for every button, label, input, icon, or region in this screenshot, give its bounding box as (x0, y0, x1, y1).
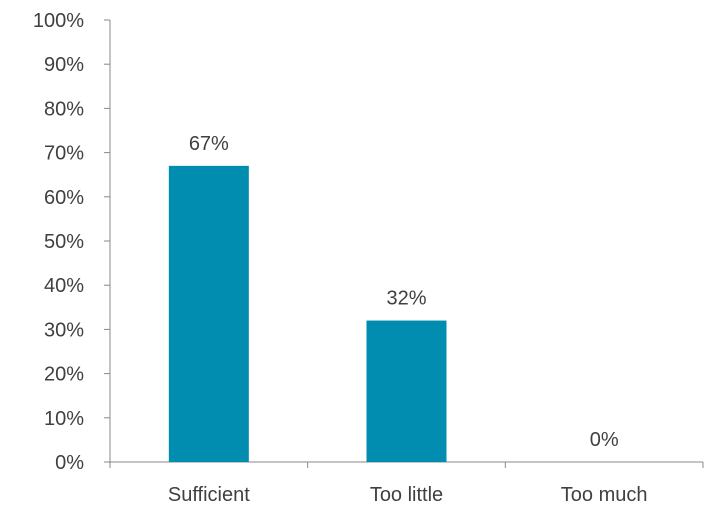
y-tick-label: 70% (44, 143, 84, 165)
y-tick-label: 60% (44, 187, 84, 209)
x-category-label: Too much (561, 484, 648, 506)
data-label: 0% (590, 429, 619, 451)
bar-too-little (366, 320, 447, 462)
y-tick-label: 10% (44, 408, 84, 430)
bars (168, 165, 447, 463)
bar-sufficient (168, 165, 249, 463)
y-tick-label: 90% (44, 54, 84, 76)
y-tick-label: 50% (44, 231, 84, 253)
x-category-label: Too little (370, 484, 443, 506)
y-tick-label: 40% (44, 275, 84, 297)
data-labels: 67% 32% 0% (189, 133, 619, 451)
y-tick-label: 30% (44, 319, 84, 341)
x-category-label: Sufficient (168, 484, 250, 506)
data-label: 67% (189, 133, 229, 155)
y-tick-label: 20% (44, 364, 84, 386)
x-axis: Sufficient Too little Too much (109, 461, 704, 506)
y-axis: 0% 10% 20% 30% 40% 50% 60% 70% 80% 90% 100% (33, 10, 111, 474)
y-tick-label: 80% (44, 98, 84, 120)
y-tick-label: 100% (33, 10, 84, 32)
data-label: 32% (386, 288, 426, 310)
y-tick-label: 0% (55, 452, 84, 474)
